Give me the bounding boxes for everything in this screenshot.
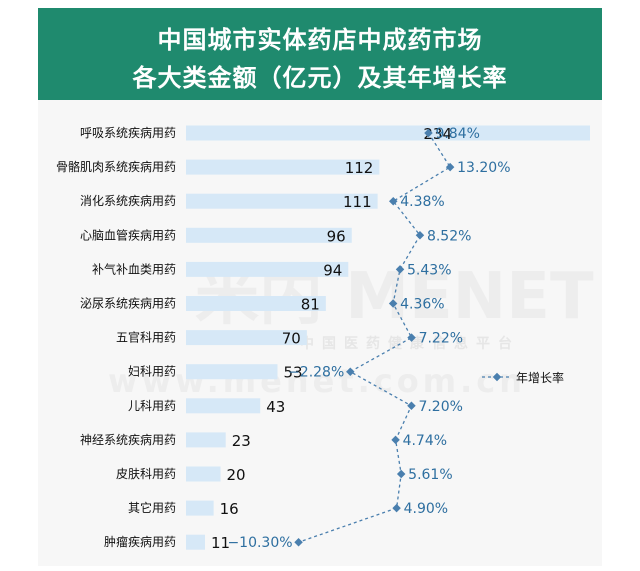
category-label: 肿瘤疾病用药 bbox=[104, 534, 176, 549]
legend-marker bbox=[492, 372, 502, 382]
growth-marker bbox=[388, 299, 398, 308]
growth-marker bbox=[424, 128, 433, 138]
growth-marker bbox=[395, 265, 405, 274]
legend-label: 年增长率 bbox=[516, 370, 564, 385]
watermark-url: www.menet.com.cn bbox=[108, 362, 526, 400]
growth-label: 4.90% bbox=[404, 501, 448, 517]
bar bbox=[186, 432, 226, 448]
chart-header: 中国城市实体药店中成药市场 各大类金额（亿元）及其年增长率 bbox=[38, 8, 602, 100]
value-label: 111 bbox=[343, 193, 372, 211]
category-label: 神经系统疾病用药 bbox=[80, 432, 176, 447]
category-label: 泌尿系统疾病用药 bbox=[80, 296, 176, 311]
growth-label: 5.43% bbox=[407, 262, 451, 278]
value-label: 81 bbox=[301, 296, 320, 314]
value-label: 70 bbox=[282, 330, 301, 348]
bar bbox=[186, 398, 261, 414]
growth-label: 7.20% bbox=[418, 399, 462, 415]
growth-label: 4.74% bbox=[403, 433, 447, 449]
bar bbox=[186, 125, 590, 141]
value-label: 234 bbox=[423, 125, 452, 143]
category-label: 补气补血类用药 bbox=[92, 261, 176, 276]
category-label: 心脑血管疾病用药 bbox=[80, 227, 176, 242]
growth-label: 8.52% bbox=[427, 228, 471, 244]
growth-label: −10.30% bbox=[227, 535, 292, 551]
value-label: 96 bbox=[327, 227, 346, 245]
bar bbox=[186, 330, 307, 346]
bar bbox=[186, 193, 378, 209]
bar bbox=[186, 159, 380, 175]
growth-marker bbox=[445, 162, 455, 172]
bar bbox=[186, 227, 352, 243]
growth-marker bbox=[389, 196, 398, 206]
bar bbox=[186, 364, 278, 380]
category-label: 儿科用药 bbox=[128, 399, 176, 413]
bar bbox=[186, 261, 349, 277]
growth-label: 9.84% bbox=[435, 126, 479, 142]
growth-label: 4.38% bbox=[400, 194, 444, 210]
growth-label: 13.20% bbox=[457, 160, 510, 176]
value-label: 20 bbox=[227, 466, 246, 484]
growth-label: −2.28% bbox=[288, 365, 344, 381]
bar bbox=[186, 296, 326, 311]
category-label: 骨骼肌肉系统疾病用药 bbox=[56, 159, 176, 174]
chart-panel bbox=[38, 100, 602, 566]
growth-label: 4.36% bbox=[400, 297, 444, 313]
bar bbox=[186, 534, 205, 550]
category-label: 五官科用药 bbox=[116, 330, 176, 345]
growth-marker bbox=[415, 231, 425, 240]
category-label: 皮肤科用药 bbox=[116, 466, 176, 481]
value-label: 23 bbox=[232, 432, 251, 450]
chart-title-line2: 各大类金额（亿元）及其年增长率 bbox=[132, 64, 508, 92]
watermark-tagline: 中国医药健康信息平台 bbox=[300, 335, 520, 352]
growth-marker bbox=[346, 367, 355, 376]
growth-marker bbox=[392, 503, 401, 513]
growth-marker bbox=[294, 537, 303, 547]
value-label: 16 bbox=[220, 500, 239, 518]
bar bbox=[186, 466, 221, 482]
category-label: 妇科用药 bbox=[128, 365, 176, 379]
category-label: 消化系统疾病用药 bbox=[80, 193, 176, 208]
value-label: 94 bbox=[323, 261, 342, 279]
growth-label: 5.61% bbox=[408, 467, 452, 483]
chart-title-line1: 中国城市实体药店中成药市场 bbox=[157, 26, 483, 54]
growth-label: 7.22% bbox=[419, 331, 463, 347]
value-label: 53 bbox=[284, 364, 303, 382]
category-label: 呼吸系统疾病用药 bbox=[80, 125, 176, 140]
value-label: 43 bbox=[266, 398, 285, 416]
growth-marker bbox=[396, 469, 406, 479]
value-label: 11 bbox=[211, 534, 230, 552]
growth-marker bbox=[407, 401, 416, 411]
growth-marker bbox=[407, 333, 416, 342]
value-label: 112 bbox=[345, 159, 374, 177]
category-label: 其它用药 bbox=[128, 500, 176, 515]
bar bbox=[186, 500, 214, 516]
growth-marker bbox=[391, 435, 400, 445]
